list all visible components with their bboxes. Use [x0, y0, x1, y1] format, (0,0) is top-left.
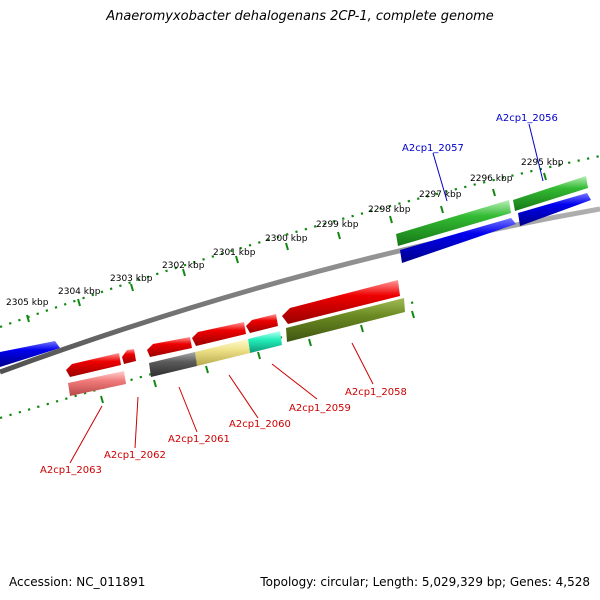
gene-rna [195, 339, 250, 366]
gene-rna [248, 331, 282, 353]
forward-cds-features [0, 176, 591, 367]
gene-label: A2cp1_2061 [168, 434, 230, 445]
gene-label: A2cp1_2060 [229, 419, 291, 430]
major-tick [26, 314, 30, 323]
major-tick [77, 298, 81, 307]
gene-callout-lines [69, 123, 544, 464]
tick-label: 2295 kbp [521, 158, 564, 168]
gene-arrow [192, 322, 246, 346]
gene-label: A2cp1_2063 [40, 465, 102, 476]
gene-arrow [282, 280, 400, 324]
tick-label: 2296 kbp [470, 174, 513, 184]
callout-line [351, 342, 374, 385]
major-tick [389, 215, 393, 224]
tick-label: 2297 kbp [419, 190, 462, 200]
major-tick [308, 338, 312, 347]
gene-label: A2cp1_2057 [402, 143, 464, 154]
map-title: Anaeromyxobacter dehalogenans 2CP-1, com… [106, 9, 494, 24]
tick-label: 2300 kbp [265, 234, 308, 244]
accession-text: Accession: NC_011891 [9, 575, 146, 589]
tick-label: 2305 kbp [6, 298, 49, 308]
major-tick [360, 324, 364, 333]
gene-rna [149, 352, 197, 377]
major-tick [205, 365, 209, 374]
tick-label: 2299 kbp [316, 220, 359, 230]
major-tick [411, 310, 415, 319]
gene-label: A2cp1_2056 [496, 113, 558, 124]
gene-label: A2cp1_2058 [345, 387, 407, 398]
gene-arrow [513, 176, 588, 211]
callout-line [432, 152, 448, 202]
genome-summary-text: Topology: circular; Length: 5,029,329 bp… [260, 575, 590, 589]
major-tick [492, 188, 496, 197]
major-tick [235, 255, 239, 264]
gene-arrow [518, 193, 591, 226]
gene-rna [68, 371, 126, 396]
gene-label: A2cp1_2059 [289, 403, 351, 414]
major-tick [285, 242, 289, 251]
scale-tick-labels: 2295 kbp 2296 kbp 2297 kbp 2298 kbp 2299… [6, 158, 564, 308]
gene-arrow [147, 337, 192, 357]
gene-arrow [66, 353, 121, 377]
gene-locus-labels: A2cp1_2056 A2cp1_2057 A2cp1_2058 A2cp1_2… [40, 113, 558, 476]
gene-arrow [396, 200, 511, 246]
major-tick [182, 268, 186, 277]
gene-arrow [122, 349, 136, 364]
tick-label: 2298 kbp [368, 205, 411, 215]
tick-label: 2303 kbp [110, 274, 153, 284]
callout-line [228, 374, 259, 419]
major-tick [130, 283, 134, 292]
major-tick [337, 231, 341, 240]
callout-line [178, 386, 198, 433]
major-tick [440, 205, 444, 214]
major-tick [153, 379, 157, 388]
tick-label: 2302 kbp [162, 261, 205, 271]
genome-backbone [0, 206, 600, 375]
gene-arrow [246, 314, 278, 333]
callout-line [134, 396, 139, 449]
tick-label: 2301 kbp [213, 248, 256, 258]
reverse-major-ticks [100, 310, 415, 404]
tick-label: 2304 kbp [58, 287, 101, 297]
reverse-cds-features [66, 280, 405, 396]
major-tick [543, 172, 547, 181]
gene-rna [286, 298, 405, 342]
gene-label: A2cp1_2062 [104, 450, 166, 461]
gene-arrow [400, 218, 516, 263]
callout-line [528, 123, 544, 182]
callout-line [69, 405, 103, 464]
forward-major-ticks [26, 172, 547, 323]
major-tick [100, 395, 104, 404]
callout-line [271, 363, 318, 400]
forward-scale-track [0, 154, 600, 329]
major-tick [257, 351, 261, 360]
gene-arrow [0, 341, 60, 367]
